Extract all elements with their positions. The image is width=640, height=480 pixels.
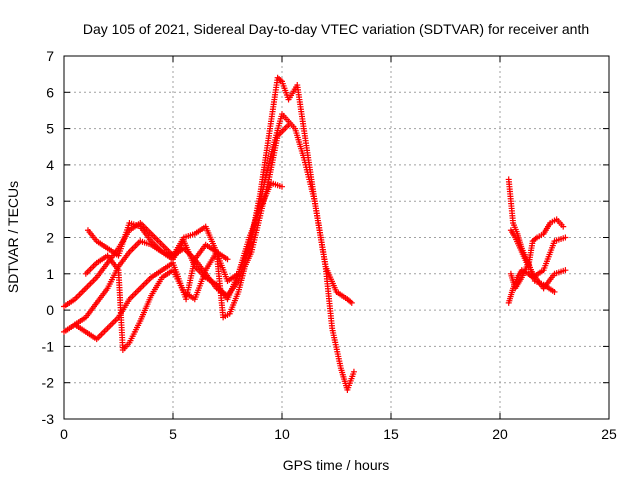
series-track-5 [82,249,231,354]
data-point [279,183,285,190]
chart-title: Day 105 of 2021, Sidereal Day-to-day VTE… [83,21,589,37]
data-point [224,256,231,263]
series-track-3 [84,180,285,303]
data-point [348,299,355,306]
data-point [560,223,567,230]
y-axis-label: SDTVAR / TECUs [5,181,21,293]
data-points [61,74,569,393]
x-axis-label: GPS time / hours [283,457,390,473]
series-track-9 [507,259,558,295]
y-tick-label: 6 [46,84,54,100]
data-point [562,267,569,274]
series-track-8 [507,216,567,270]
x-tick-label: 0 [60,426,68,442]
y-tick-label: 2 [46,230,54,246]
x-axis: 0 5 10 15 20 25 [60,56,617,442]
x-tick-label: 5 [169,426,177,442]
y-tick-label: -3 [42,411,55,427]
y-tick-label: 3 [46,193,54,209]
y-tick-label: 7 [46,48,54,64]
x-tick-label: 20 [492,426,508,442]
y-tick-label: -1 [42,338,55,354]
x-tick-label: 25 [601,426,617,442]
data-point [285,121,292,128]
y-tick-label: -2 [42,375,55,391]
y-tick-label: 1 [46,266,54,282]
y-tick-label: 0 [46,302,54,318]
series-track-4 [71,121,292,343]
x-tick-label: 15 [383,426,399,442]
x-tick-label: 10 [274,426,290,442]
y-tick-label: 4 [46,157,54,173]
data-point [562,234,569,241]
series-track-2 [61,111,357,393]
y-tick-label: 5 [46,121,54,137]
y-axis: -3 -2 -1 0 1 2 3 4 5 6 7 [42,48,609,427]
data-point [350,368,357,375]
data-point [551,288,558,295]
